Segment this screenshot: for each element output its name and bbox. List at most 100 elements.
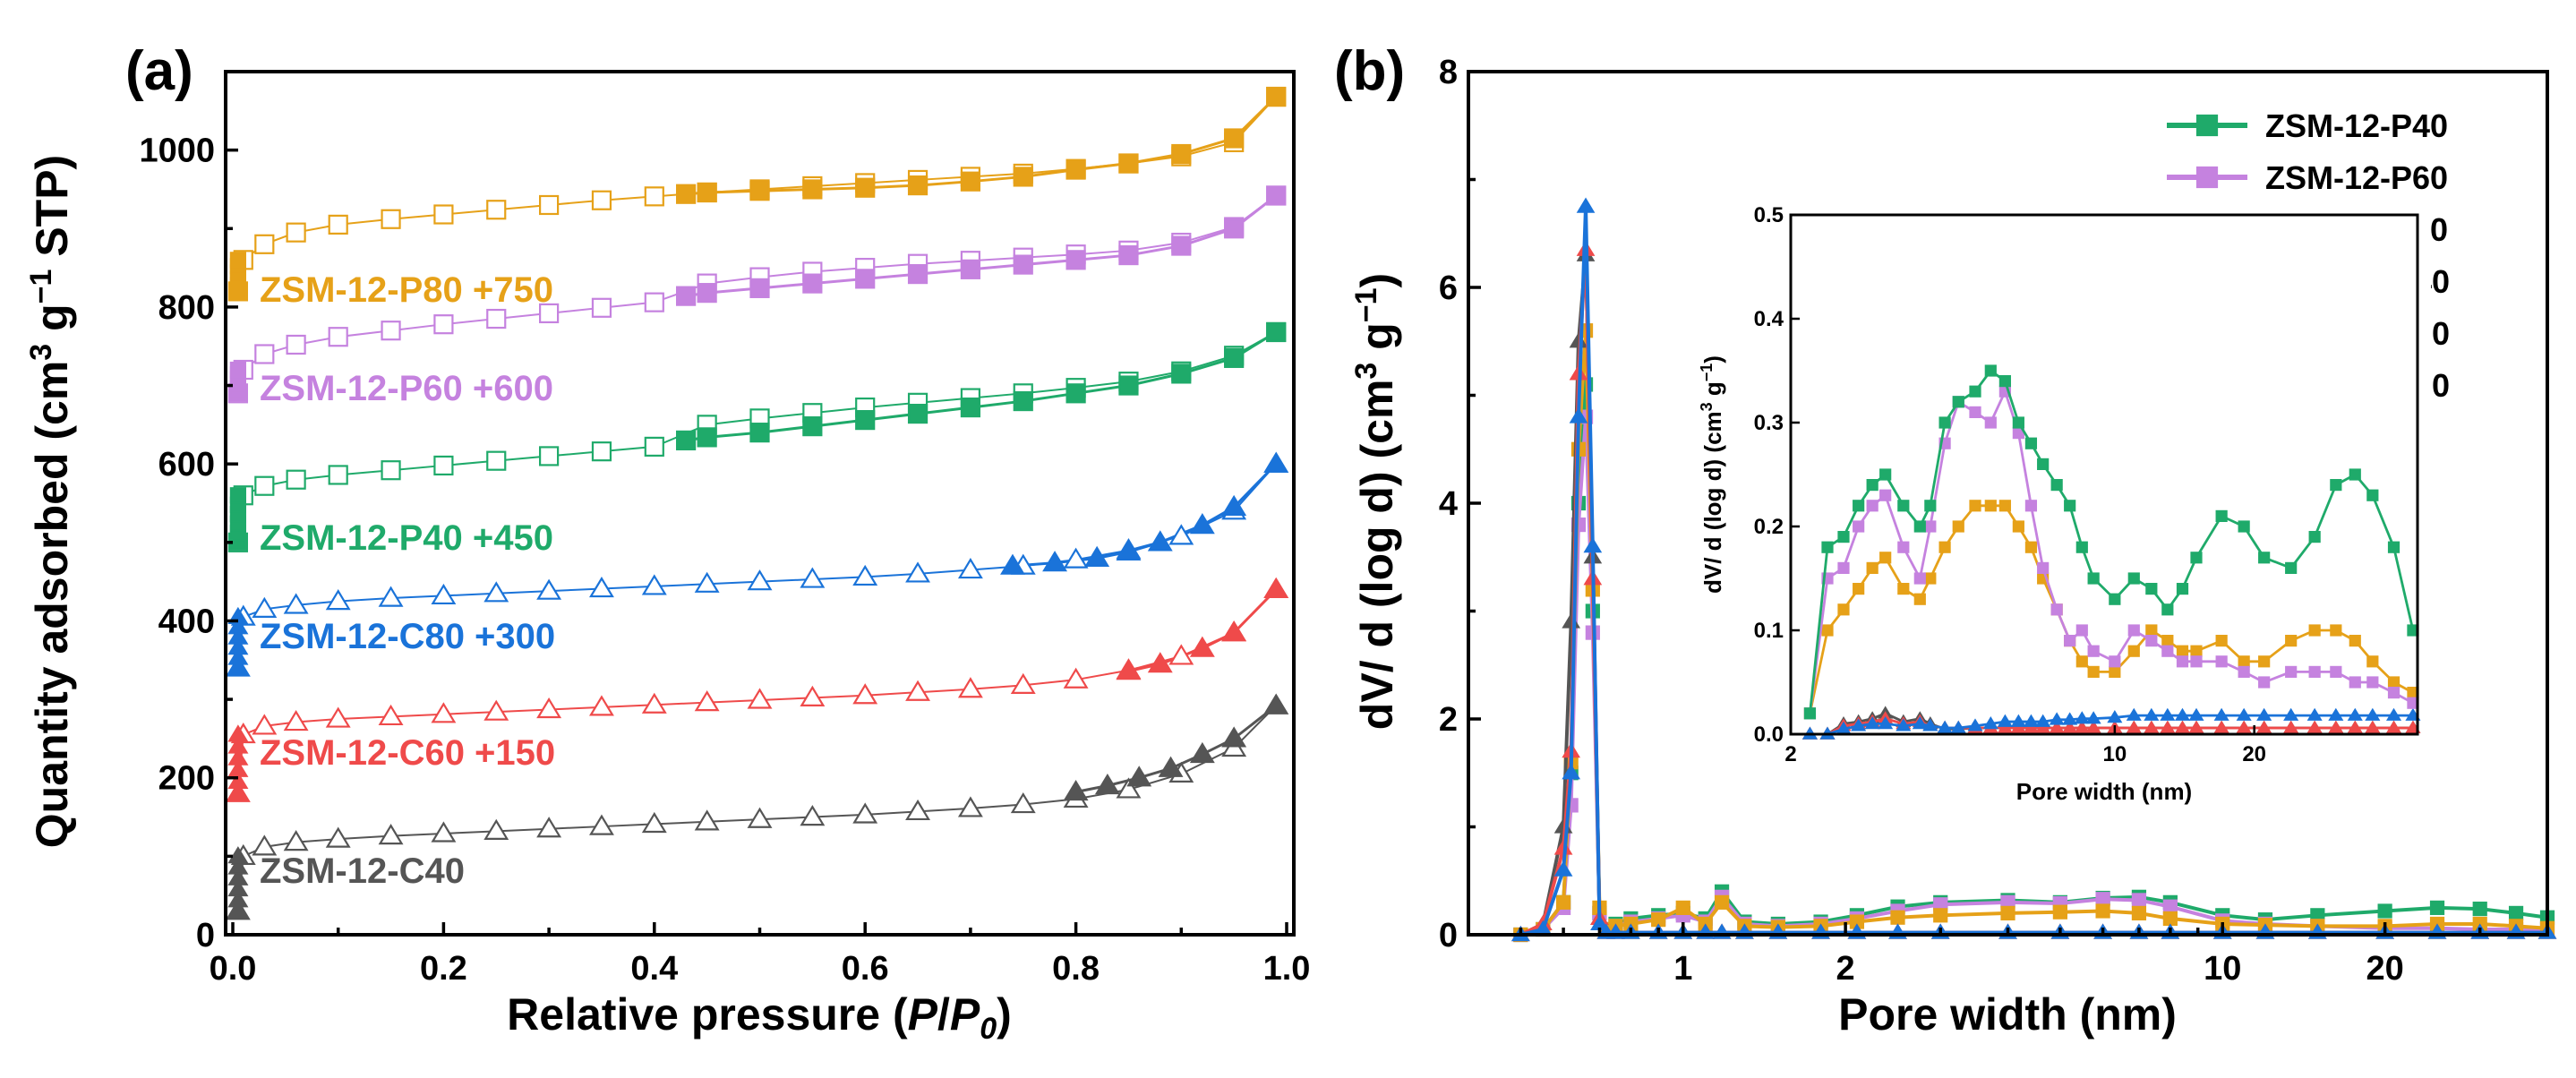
data-point xyxy=(1714,894,1730,910)
y-tick-label: 0 xyxy=(1439,917,1458,954)
inset-data-point xyxy=(2074,720,2090,733)
data-point xyxy=(1890,910,1905,925)
inset-data-point xyxy=(1803,707,1817,720)
adsorption-point xyxy=(852,683,878,705)
inset-y-tick-label: 0.5 xyxy=(1754,203,1784,227)
inset-data-point xyxy=(2349,676,2361,689)
desorption-point xyxy=(1266,321,1287,343)
inset-data-point xyxy=(1913,593,1926,605)
desorption-point xyxy=(960,171,981,192)
inset-data-point xyxy=(2405,707,2421,721)
series-zsm-12-p60 xyxy=(227,185,1287,404)
adsorption-point xyxy=(1010,672,1036,694)
adsorption-point xyxy=(644,292,664,312)
panel-b-ticks: 1 2 10 20 0 2 4 6 8 xyxy=(1439,54,2482,988)
inset-data-point xyxy=(2330,624,2342,637)
x-tick-label: 0.0 xyxy=(210,950,257,988)
inset-data-point xyxy=(2049,712,2065,725)
desorption-point xyxy=(749,423,770,443)
legend-swatch-marker xyxy=(2195,114,2219,137)
data-point xyxy=(2162,899,2178,914)
desorption-point xyxy=(1158,756,1184,777)
inset-data-point xyxy=(2109,593,2121,605)
inset-data-point xyxy=(2064,634,2076,647)
low-pressure-point xyxy=(229,252,246,269)
desorption-point xyxy=(1189,513,1215,535)
desorption-point xyxy=(1224,128,1245,149)
data-point xyxy=(1555,894,1571,910)
data-point xyxy=(2000,905,2015,921)
desorption-point xyxy=(676,286,697,306)
adsorption-point xyxy=(325,826,351,848)
inset-data-point xyxy=(2405,720,2421,733)
desorption-point xyxy=(907,403,929,424)
inset-data-point xyxy=(2010,720,2026,733)
desorption-point xyxy=(1221,620,1247,642)
adsorption-point xyxy=(433,455,454,476)
data-point xyxy=(1569,407,1588,424)
inset-data-point xyxy=(1967,718,1983,732)
x-tick-label: 0.2 xyxy=(420,950,467,988)
x-tick-label: 0.4 xyxy=(630,950,678,988)
inset-x-tick-label: 2 xyxy=(1784,742,1796,766)
inset-data-point xyxy=(1937,720,1953,733)
inset-data-point xyxy=(1897,500,1910,512)
inset-data-point xyxy=(2176,655,2189,668)
legend-item: ZSM-12-P40 xyxy=(2167,107,2448,144)
inset-data-point xyxy=(2126,720,2142,733)
adsorption-point xyxy=(536,697,562,719)
desorption-point xyxy=(1094,773,1120,795)
adsorption-point xyxy=(591,190,612,210)
inset-data-point xyxy=(1938,416,1951,429)
series-zsm-12-p80 xyxy=(227,86,1287,302)
data-point xyxy=(1675,900,1690,915)
inset-data-point xyxy=(2127,645,2140,657)
inset-frame xyxy=(1789,213,2419,736)
inset-data-point xyxy=(2127,624,2140,637)
desorption-point xyxy=(1118,244,1139,266)
inset-data-point xyxy=(1984,364,1997,377)
adsorption-point xyxy=(252,714,278,735)
inset-data-point xyxy=(1866,500,1879,512)
inset-data-point xyxy=(2085,720,2101,733)
desorption-point xyxy=(1084,545,1110,567)
panel-b-inset: 2 10 200.00.10.20.30.40.5 Pore width (nm) … xyxy=(1698,203,2431,805)
desorption-point xyxy=(960,397,981,418)
inset-data-point xyxy=(2215,634,2228,647)
inset-data-point xyxy=(2023,714,2039,727)
inset-data-point xyxy=(2387,686,2401,699)
inset-background xyxy=(1742,206,2431,734)
desorption-point xyxy=(907,175,929,196)
inset-data-point xyxy=(2144,707,2160,721)
y-tick-label: 0 xyxy=(196,917,215,954)
desorption-point xyxy=(960,259,981,279)
inset-y-tick-label: 0.2 xyxy=(1754,515,1784,539)
adsorption-point xyxy=(905,561,930,583)
inset-data-point xyxy=(2190,552,2203,564)
inset-data-point xyxy=(2308,665,2321,679)
x-tick-label: 0.8 xyxy=(1052,950,1100,988)
inset-data-point xyxy=(2306,707,2323,721)
adsorption-point xyxy=(591,441,612,462)
low-pressure-point xyxy=(227,857,249,875)
series-zsm-12-c40 xyxy=(225,693,1289,920)
desorption-point xyxy=(676,430,697,450)
inset-data-point xyxy=(2330,665,2342,679)
inset-data-point xyxy=(2285,634,2298,647)
desorption-point xyxy=(1116,659,1142,680)
panel-a-x-axis-title: Relative pressure (P/P0) xyxy=(507,989,1012,1046)
inset-data-point xyxy=(2349,634,2361,647)
low-pressure-point xyxy=(229,361,246,379)
adsorption-point xyxy=(957,677,983,698)
inset-data-point xyxy=(2256,707,2272,721)
inset-data-point xyxy=(2283,720,2299,733)
inset-data-point xyxy=(2285,665,2298,679)
adsorption-point xyxy=(957,557,983,579)
inset-data-point xyxy=(2347,720,2363,733)
adsorption-point xyxy=(536,578,562,600)
inset-data-point xyxy=(1984,416,1997,429)
adsorption-point xyxy=(378,824,404,845)
inset-data-point xyxy=(2145,582,2158,595)
inset-y-tick-label: 0.3 xyxy=(1754,411,1784,435)
adsorption-point xyxy=(641,692,667,714)
